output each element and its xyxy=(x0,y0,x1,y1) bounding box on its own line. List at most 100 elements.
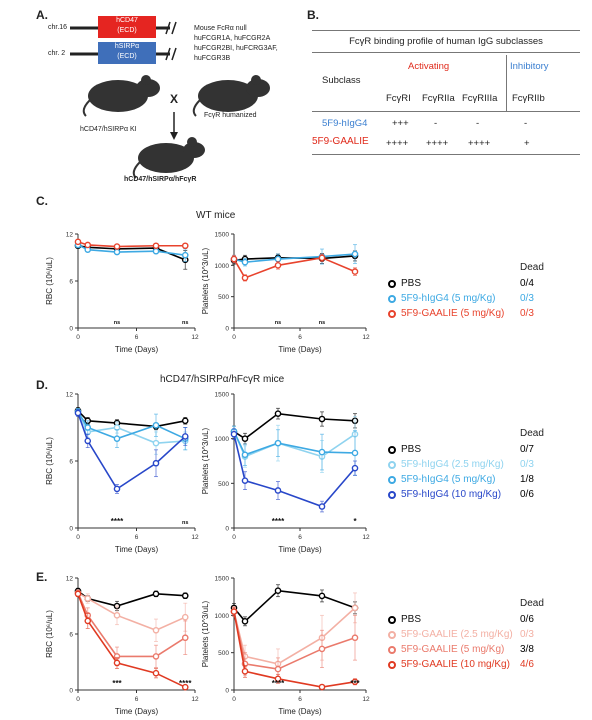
legend-item: 5F9-hIgG4 (2.5 mg/Kg) 0/3 xyxy=(388,459,588,470)
x-tick-label: 0 xyxy=(76,696,80,703)
data-point xyxy=(351,634,359,642)
activating-header: Activating xyxy=(408,61,450,72)
data-point xyxy=(152,626,160,634)
series-line xyxy=(77,241,186,248)
panel-b-label: B. xyxy=(307,8,319,22)
significance-label: ns xyxy=(275,320,281,326)
x-tick-label: 12 xyxy=(362,696,370,703)
series-line xyxy=(233,611,356,670)
data-point xyxy=(84,617,92,625)
col-fcgriib: FcγRIIb xyxy=(512,93,545,104)
y-tick-label: 0 xyxy=(69,326,73,333)
x-tick-label: 12 xyxy=(191,534,199,541)
series-line xyxy=(77,411,186,440)
y-tick-label: 1500 xyxy=(215,392,230,399)
significance-label: **** xyxy=(272,517,285,526)
mouse-text-2: huFCGR1A, huFCGR2A xyxy=(194,35,271,42)
data-point xyxy=(241,668,249,675)
series-5f9-gaalie-10-mg-kg- xyxy=(74,590,189,691)
y-tick-label: 12 xyxy=(66,576,74,583)
legend-item: 5F9-hIgG4 (5 mg/Kg) 1/8 xyxy=(388,474,588,485)
x-tick-label: 12 xyxy=(362,534,370,541)
x-tick-label: 0 xyxy=(232,334,236,341)
y-tick-label: 6 xyxy=(69,632,73,639)
row-gaalie-val-1: ++++ xyxy=(386,138,409,149)
legend-label: PBS xyxy=(401,614,422,625)
legend-label: 5F9-hIgG4 (2.5 mg/Kg) xyxy=(401,459,504,470)
legend-dead-count: 0/3 xyxy=(520,629,534,640)
series-line xyxy=(233,412,356,440)
data-point xyxy=(113,485,121,493)
data-point xyxy=(152,669,160,677)
data-point xyxy=(181,433,189,440)
series-line xyxy=(77,411,186,444)
col-fcgriiia: FcγRIIIa xyxy=(462,93,498,104)
legend-dead-count: 1/8 xyxy=(520,474,534,485)
data-point xyxy=(74,238,82,246)
legend-marker xyxy=(388,460,396,469)
x-tick-label: 0 xyxy=(76,534,80,541)
panel-d-title: hCD47/hSIRPα/hFcγR mice xyxy=(160,374,285,385)
series-line xyxy=(77,410,186,428)
series-line xyxy=(233,434,356,508)
series-5f9-higg4-2-5-mg-kg- xyxy=(230,415,359,474)
y-tick-label: 0 xyxy=(225,526,229,533)
data-point xyxy=(84,437,92,445)
y-axis-label: Platelets (10^3/uL) xyxy=(201,427,210,494)
legend-marker xyxy=(388,645,396,654)
x-tick-label: 6 xyxy=(298,534,302,541)
series-5f9-gaalie-2-5-mg-kg- xyxy=(230,592,359,680)
y-tick-label: 1000 xyxy=(215,436,230,443)
data-point xyxy=(241,274,249,282)
row-gaalie-val-2: ++++ xyxy=(426,138,449,149)
significance-label: *** xyxy=(350,679,360,688)
y-tick-label: 0 xyxy=(69,526,73,533)
legend-dead-count: 0/6 xyxy=(520,614,534,625)
data-point xyxy=(152,653,160,660)
data-point xyxy=(274,587,282,594)
mouse-text-1: Mouse FcRα null xyxy=(194,25,247,32)
legend-item: 5F9-GAALIE (5 mg/Kg) 3/8 xyxy=(388,644,588,655)
legend-item: 5F9-GAALIE (5 mg/Kg) 0/3 xyxy=(388,308,588,319)
legend-label: 5F9-hIgG4 (10 mg/Kg) xyxy=(401,489,502,500)
significance-label: ns xyxy=(182,520,188,526)
y-tick-label: 500 xyxy=(218,481,229,488)
row-hlgg4-val-3: - xyxy=(476,118,480,129)
data-point xyxy=(74,409,82,417)
x-tick-label: 6 xyxy=(135,334,139,341)
y-axis-label: RBC (10⁶/uL) xyxy=(45,257,54,305)
data-point xyxy=(84,424,92,431)
panel-c-title: WT mice xyxy=(196,210,236,221)
series-line xyxy=(77,590,186,607)
col-fcgri: FcγRI xyxy=(386,93,411,104)
series-line xyxy=(77,593,186,688)
panel-a-label: A. xyxy=(36,8,48,22)
data-point xyxy=(230,430,238,438)
legend-item: PBS 0/6 xyxy=(388,614,588,625)
y-axis-label: RBC (10⁶/uL) xyxy=(45,437,54,485)
series-pbs xyxy=(74,587,189,612)
y-tick-label: 12 xyxy=(66,232,74,239)
chr2-label: chr. 2 xyxy=(48,50,66,57)
data-point xyxy=(113,435,121,442)
y-axis-label: Platelets (10^3/uL) xyxy=(201,247,210,314)
significance-label: ns xyxy=(114,320,120,326)
row-hlgg4-val-2: - xyxy=(434,118,438,129)
data-point xyxy=(113,659,121,667)
legend-marker xyxy=(388,615,396,624)
y-tick-label: 0 xyxy=(225,326,229,333)
row-gaalie-val-3: ++++ xyxy=(468,138,491,149)
data-point xyxy=(241,451,249,459)
legend-item: 5F9-hIgG4 (5 mg/Kg) 0/3 xyxy=(388,293,588,304)
legend-item: 5F9-hIgG4 (10 mg/Kg) 0/6 xyxy=(388,489,588,500)
left-mouse-label: hCD47/hSIRPα KI xyxy=(80,126,137,133)
data-point xyxy=(318,503,326,510)
x-axis-label: Time (Days) xyxy=(115,545,159,554)
legend-c: Dead PBS 0/4 5F9-hIgG4 (5 mg/Kg) 0/3 5F9-GAAL… xyxy=(388,262,588,332)
data-point xyxy=(181,634,189,642)
x-axis-label: Time (Days) xyxy=(278,545,322,554)
legend-dead-count: 0/3 xyxy=(520,293,534,304)
series-pbs xyxy=(230,584,359,627)
data-point xyxy=(274,665,282,673)
chart-d-platelets: 0 500 1000 1500 0 6 12 Time (Days) Platelets (10… xyxy=(201,392,370,555)
